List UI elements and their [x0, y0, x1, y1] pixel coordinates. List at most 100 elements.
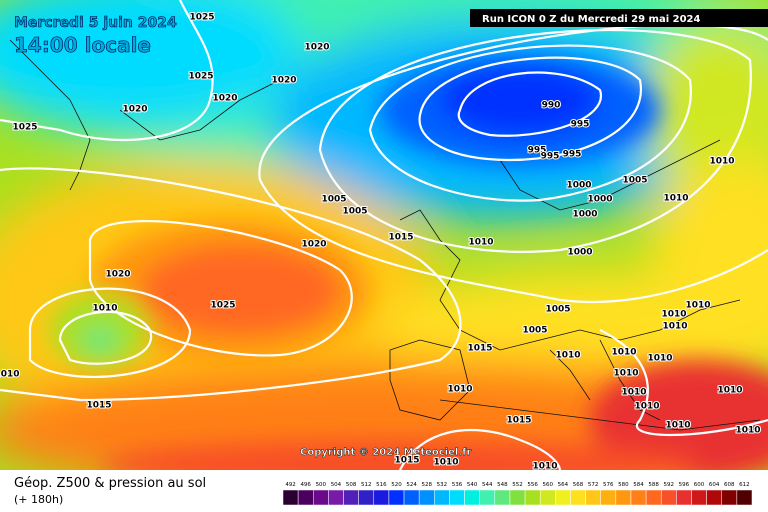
scale-label: 588 [648, 482, 659, 488]
scale-label: 532 [437, 482, 448, 488]
scale-swatch [539, 489, 556, 506]
scale-swatch [736, 489, 753, 506]
isobar-label: 1010 [468, 238, 493, 248]
scale-label: 512 [361, 482, 372, 488]
isobar-label: 1010 [735, 426, 760, 436]
isobar-label: 1025 [12, 123, 37, 133]
isobar-label: 1015 [467, 344, 492, 354]
scale-label: 580 [618, 482, 629, 488]
isobar-label: 1010 [709, 157, 734, 167]
isobar-label: 1010 [555, 351, 580, 361]
legend-title: Géop. Z500 & pression au sol [14, 476, 206, 491]
scale-label: 572 [588, 482, 599, 488]
scale-swatch [615, 489, 632, 506]
isobar-label: 995 [571, 120, 590, 130]
scale-swatch [585, 489, 601, 506]
coastlines [9, 39, 761, 431]
isobar-label: 1005 [622, 176, 647, 186]
scale-swatch [645, 489, 662, 506]
isobar-label: 1010 [532, 462, 557, 472]
scale-swatch [691, 489, 707, 506]
isobar-label: 1010 [685, 301, 710, 311]
scale-swatch [676, 489, 692, 506]
isobar-label: 1010 [634, 402, 659, 412]
legend-subtitle: (+ 180h) [14, 493, 63, 506]
scale-label: 524 [406, 482, 417, 488]
scale-label: 596 [679, 482, 690, 488]
scale-swatch [418, 489, 435, 506]
run-banner [470, 9, 768, 27]
isobar-label: 1025 [210, 301, 235, 311]
scale-label: 600 [694, 482, 705, 488]
scale-swatch [388, 489, 405, 506]
isobar-label: 1015 [388, 233, 413, 243]
isobar-label: 1010 [611, 348, 636, 358]
isobar-label: 1015 [506, 416, 531, 426]
scale-label: 556 [527, 482, 538, 488]
map-field [0, 0, 768, 470]
isobar-label: 1000 [567, 248, 592, 258]
scale-label: 576 [603, 482, 614, 488]
isobar-label: 1005 [342, 207, 367, 217]
scale-swatch [464, 489, 480, 506]
scale-swatch [509, 489, 526, 506]
scale-swatch [479, 489, 496, 506]
scale-swatch [570, 489, 586, 506]
scale-swatch [706, 489, 722, 506]
isobar-label: 1010 [665, 421, 690, 431]
isobar-label: 1010 [661, 310, 686, 320]
color-scale: 492 496 500 504 508 512 516 520 524 528 532 536 540 5… [282, 482, 753, 506]
scale-label: 608 [724, 482, 735, 488]
scale-swatch [297, 489, 314, 506]
isobar-label: 1005 [321, 195, 346, 205]
isobar-label: 1020 [212, 94, 237, 104]
scale-label: 496 [300, 482, 311, 488]
forecast-date: Mercredi 5 juin 2024 [14, 15, 177, 31]
isobar-label: 1000 [572, 210, 597, 220]
scale-label: 592 [664, 482, 675, 488]
isobar-label: 995 [563, 150, 582, 160]
isobar-label: 1000 [566, 181, 591, 191]
scale-label: 516 [376, 482, 387, 488]
scale-swatch [313, 489, 329, 506]
scale-swatch [524, 489, 541, 506]
isobar-label: 1015 [86, 401, 111, 411]
scale-swatch [358, 489, 375, 506]
run-info: Run ICON 0 Z du Mercredi 29 mai 2024 [482, 14, 700, 25]
isobar-label: 1020 [105, 270, 130, 280]
scale-label: 528 [421, 482, 432, 488]
scale-label: 520 [391, 482, 402, 488]
scale-swatch [660, 489, 677, 506]
isobar-label: 1005 [545, 305, 570, 315]
field-cores [50, 55, 768, 470]
scale-swatch [282, 489, 299, 506]
scale-swatch [555, 489, 571, 506]
isobar-label: 1010 [662, 322, 687, 332]
isobar-label: 1020 [304, 43, 329, 53]
isobar-label: 1010 [0, 370, 20, 380]
scale-label: 612 [739, 482, 750, 488]
scale-swatch [328, 489, 344, 506]
isobar-label: 1010 [663, 194, 688, 204]
isobar-label: 1025 [188, 72, 213, 82]
isobar-label: 1010 [92, 304, 117, 314]
scale-swatch [343, 489, 359, 506]
scale-swatch [494, 489, 511, 506]
isobar-label: 995 [528, 146, 547, 156]
scale-label: 568 [573, 482, 584, 488]
isobar-label: 1010 [433, 458, 458, 468]
isobar-label: 1025 [189, 13, 214, 23]
scale-swatch [434, 489, 450, 506]
scale-swatch [600, 489, 617, 506]
forecast-time: 14:00 locale [14, 33, 151, 57]
scale-swatch [449, 489, 465, 506]
isobar-label: 1010 [447, 385, 472, 395]
isobar-label: 1010 [717, 386, 742, 396]
isobar-label: 1000 [587, 195, 612, 205]
isobar-label: 990 [542, 101, 561, 111]
scale-label: 492 [285, 482, 296, 488]
isobar-label: 1010 [613, 369, 638, 379]
scale-label: 508 [346, 482, 357, 488]
isobar-label: 1010 [621, 388, 646, 398]
